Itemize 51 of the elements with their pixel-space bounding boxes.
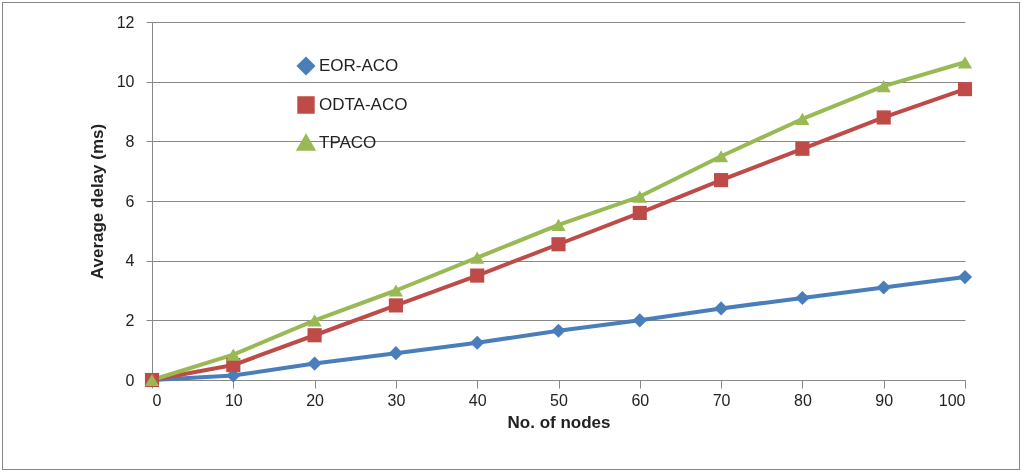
point — [551, 218, 566, 231]
point — [632, 313, 647, 328]
x-tick-label: 40 — [468, 391, 487, 409]
point — [957, 82, 973, 97]
y-tick-label: 6 — [125, 192, 135, 210]
point — [307, 328, 322, 343]
y-tick-label: 10 — [116, 73, 135, 91]
point — [388, 298, 403, 313]
x-tick-label: 50 — [550, 391, 568, 409]
point — [470, 251, 485, 264]
y-tick-label: 12 — [116, 13, 135, 31]
point — [714, 150, 729, 163]
x-tick-label: 30 — [387, 391, 406, 409]
point — [551, 237, 566, 252]
point — [388, 346, 403, 361]
x-tick-label: 10 — [224, 391, 243, 409]
y-tick-label: 4 — [125, 252, 135, 270]
legend-label: ODTA-ACO — [319, 95, 408, 114]
point — [795, 141, 810, 156]
point — [470, 268, 485, 283]
x-tick-label: 20 — [306, 391, 325, 409]
point — [470, 335, 485, 350]
y-tick-label: 8 — [125, 132, 135, 150]
y-tick-label: 0 — [125, 371, 135, 389]
x-tick-label: 90 — [875, 391, 894, 409]
point — [307, 356, 322, 371]
point — [226, 348, 241, 361]
point — [632, 190, 647, 203]
legend-label: EOR-ACO — [319, 56, 399, 75]
point — [632, 205, 647, 220]
point — [795, 112, 810, 126]
point — [957, 270, 973, 285]
point — [388, 284, 403, 297]
point — [876, 80, 891, 93]
x-tick-label: 0 — [152, 391, 162, 409]
y-axis-title: Average delay (ms) — [87, 123, 107, 280]
point — [957, 56, 973, 69]
y-tick-label: 2 — [125, 311, 135, 329]
point — [795, 290, 810, 306]
point — [551, 323, 566, 338]
x-axis-title: No. of nodes — [507, 412, 611, 432]
point — [876, 280, 891, 295]
legend-label: TPACO — [319, 133, 377, 152]
x-tick-label: 60 — [631, 391, 650, 409]
x-tick-label: 70 — [712, 391, 731, 409]
x-tick-label: 80 — [794, 391, 812, 409]
point — [714, 301, 729, 316]
point — [307, 314, 322, 327]
x-tick-label: 100 — [938, 391, 966, 409]
point — [714, 173, 729, 188]
point — [876, 110, 891, 125]
